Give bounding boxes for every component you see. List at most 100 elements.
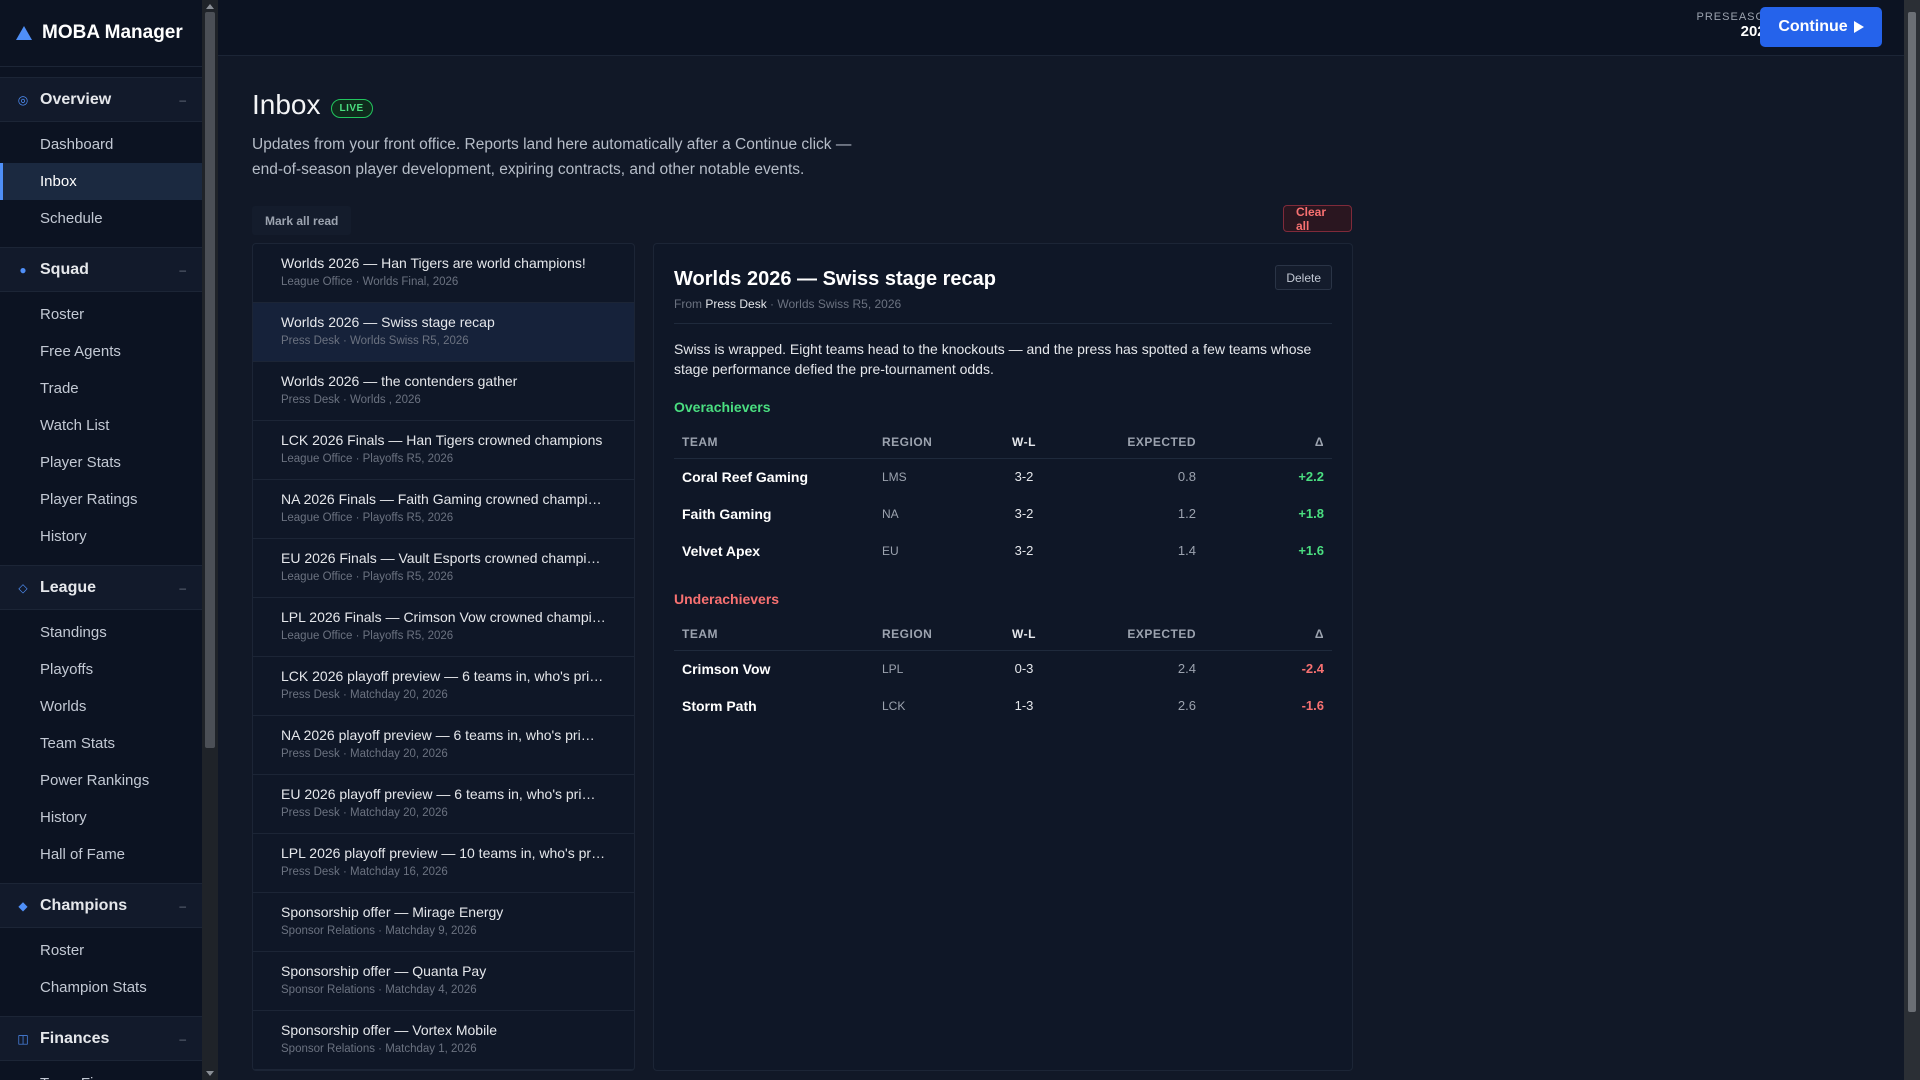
window-scrollbar-thumb[interactable] [1908, 12, 1916, 1012]
delete-button[interactable]: Delete [1275, 265, 1332, 290]
message-meta: Press Desk · Worlds Swiss R5, 2026 [281, 335, 469, 347]
message-title: Sponsorship offer — Vortex Mobile [281, 1022, 498, 1038]
nav-section-squad[interactable]: ● Squad – [0, 247, 202, 292]
sidebar-item-player-ratings[interactable]: Player Ratings [40, 491, 138, 508]
col-region: REGION [874, 426, 994, 459]
table-row: Velvet Apex EU 3-2 1.4 +1.6 [674, 532, 1332, 569]
sidebar-item-player-stats[interactable]: Player Stats [40, 454, 121, 471]
window-scrollbar[interactable] [1904, 0, 1920, 1080]
league-icon: ◇ [18, 580, 28, 595]
scroll-up-icon[interactable] [206, 4, 214, 9]
col-wl: W-L [994, 618, 1054, 651]
sidebar-item-history[interactable]: History [40, 528, 87, 545]
collapse-icon[interactable]: – [179, 1031, 186, 1046]
message-list: Worlds 2026 — Han Tigers are world champ… [252, 243, 635, 1071]
message-item[interactable]: LCK 2026 Finals — Han Tigers crowned cha… [253, 421, 634, 480]
divider [674, 323, 1332, 324]
nav-section-finances[interactable]: ◫ Finances – [0, 1016, 202, 1061]
team-name: Coral Reef Gaming [682, 468, 809, 485]
message-item[interactable]: LPL 2026 playoff preview — 10 teams in, … [253, 834, 634, 893]
collapse-icon[interactable]: – [179, 92, 186, 107]
col-team: TEAM [674, 426, 874, 459]
message-item[interactable]: Worlds 2026 — the contenders gather Press… [253, 362, 634, 421]
nav-section-overview[interactable]: ◎ Overview – [0, 77, 202, 122]
message-meta: Press Desk · Matchday 20, 2026 [281, 807, 448, 819]
message-meta: League Office · Worlds Final, 2026 [281, 276, 459, 288]
message-item[interactable]: EU 2026 playoff preview — 6 teams in, wh… [253, 775, 634, 834]
sidebar-scrollbar[interactable] [202, 0, 218, 1080]
message-item[interactable]: Sponsorship offer — Vortex Mobile Sponsor… [253, 1011, 634, 1070]
team-delta: +2.2 [1298, 469, 1324, 485]
nav-section-league[interactable]: ◇ League – [0, 565, 202, 610]
sidebar-item-dashboard[interactable]: Dashboard [40, 136, 114, 153]
finances-icon: ◫ [17, 1031, 29, 1046]
squad-icon: ● [19, 262, 27, 277]
detail-body: Swiss is wrapped. Eight teams head to th… [674, 341, 1312, 377]
team-name: Crimson Vow [682, 660, 771, 677]
message-title: NA 2026 playoff preview — 6 teams in, wh… [281, 727, 606, 743]
sidebar-item-team-finances[interactable]: Team Finances [0, 1065, 202, 1080]
sidebar-item-inbox[interactable]: Inbox [0, 163, 202, 200]
brand[interactable]: MOBA Manager [0, 0, 202, 67]
sidebar-item-hall-of-fame[interactable]: Hall of Fame [40, 846, 126, 863]
nav-section-label: Squad [40, 260, 89, 278]
table-row: Coral Reef Gaming LMS 3-2 0.8 +2.2 [674, 458, 1332, 495]
table-row: Storm Path LCK 1-3 2.6 -1.6 [674, 687, 1332, 724]
mark-all-read-button[interactable]: Mark all read [252, 206, 352, 235]
message-item[interactable]: Sponsorship offer — Quanta Pay Sponsor Re… [253, 952, 634, 1011]
title-row: Inbox LIVE [252, 89, 373, 121]
message-title: LPL 2026 playoff preview — 10 teams in, … [281, 845, 606, 861]
continue-label: Continue [1778, 18, 1848, 35]
message-item[interactable]: EU 2026 Finals — Vault Esports crowned c… [253, 539, 634, 598]
col-team: TEAM [674, 618, 874, 651]
detail-title: Worlds 2026 — Swiss stage recap [674, 268, 997, 290]
message-item[interactable]: Worlds 2026 — Han Tigers are world champ… [253, 244, 634, 303]
sidebar-item-worlds[interactable]: Worlds [40, 698, 87, 715]
message-meta: League Office · Playoffs R5, 2026 [281, 512, 454, 524]
message-item[interactable]: NA 2026 Finals — Faith Gaming crowned ch… [253, 480, 634, 539]
nav-section-label: Finances [40, 1029, 110, 1047]
from-label: From [674, 297, 702, 311]
message-item[interactable]: Worlds 2026 — Swiss stage recap Press Des… [253, 303, 634, 362]
scroll-down-icon[interactable] [206, 1071, 214, 1076]
team-region: EU [882, 543, 899, 558]
season-label: PRESEASON [1696, 11, 1774, 23]
sidebar-item-trade[interactable]: Trade [40, 380, 79, 397]
message-item[interactable]: NA 2026 playoff preview — 6 teams in, wh… [253, 716, 634, 775]
collapse-icon[interactable]: – [179, 262, 186, 277]
continue-button[interactable]: Continue [1760, 7, 1882, 47]
underachievers-table: TEAM REGION W-L EXPECTED Δ Crimson Vow LP… [674, 618, 1332, 724]
sidebar-item-roster[interactable]: Roster [40, 306, 85, 323]
message-meta: Press Desk · Matchday 20, 2026 [281, 689, 448, 701]
sidebar-item-playoffs[interactable]: Playoffs [40, 661, 94, 678]
sidebar-item-schedule[interactable]: Schedule [40, 210, 103, 227]
nav-section-champions[interactable]: ◆ Champions – [0, 883, 202, 928]
sidebar-scrollbar-thumb[interactable] [205, 12, 215, 748]
underachievers-title: Underachievers [674, 591, 780, 607]
sidebar-item-standings[interactable]: Standings [40, 624, 107, 641]
nav-section-label: Overview [40, 90, 112, 108]
message-detail: Worlds 2026 — Swiss stage recap From Pre… [653, 243, 1353, 1071]
message-item[interactable]: LCK 2026 playoff preview — 6 teams in, w… [253, 657, 634, 716]
message-meta: League Office · Playoffs R5, 2026 [281, 453, 454, 465]
sidebar-item-power-rankings[interactable]: Power Rankings [40, 772, 150, 789]
sidebar-item-free-agents[interactable]: Free Agents [40, 343, 121, 360]
collapse-icon[interactable]: – [179, 898, 186, 913]
message-title: Worlds 2026 — Swiss stage recap [281, 314, 495, 330]
sidebar-item-watch-list[interactable]: Watch List [40, 417, 110, 434]
team-expected: 1.4 [1177, 543, 1196, 558]
team-expected: 2.4 [1177, 661, 1196, 677]
overachievers-rows: Coral Reef Gaming LMS 3-2 0.8 +2.2 Faith Gami… [674, 458, 1332, 569]
clear-all-button[interactable]: Clear all [1283, 205, 1352, 233]
sidebar-item-champion-stats[interactable]: Champion Stats [40, 979, 147, 996]
col-delta: Δ [1204, 618, 1332, 651]
sidebar-item-team-stats[interactable]: Team Stats [40, 735, 116, 752]
sidebar-item-history[interactable]: History [40, 809, 87, 826]
logo-icon [16, 26, 32, 40]
page-subtitle: Updates from your front office. Reports … [252, 136, 852, 178]
sidebar-item-roster[interactable]: Roster [40, 942, 85, 959]
message-item[interactable]: Sponsorship offer — Mirage Energy Sponsor… [253, 893, 634, 952]
collapse-icon[interactable]: – [179, 580, 186, 595]
message-item[interactable]: LPL 2026 Finals — Crimson Vow crowned ch… [253, 598, 634, 657]
message-title: Sponsorship offer — Mirage Energy [281, 904, 504, 920]
